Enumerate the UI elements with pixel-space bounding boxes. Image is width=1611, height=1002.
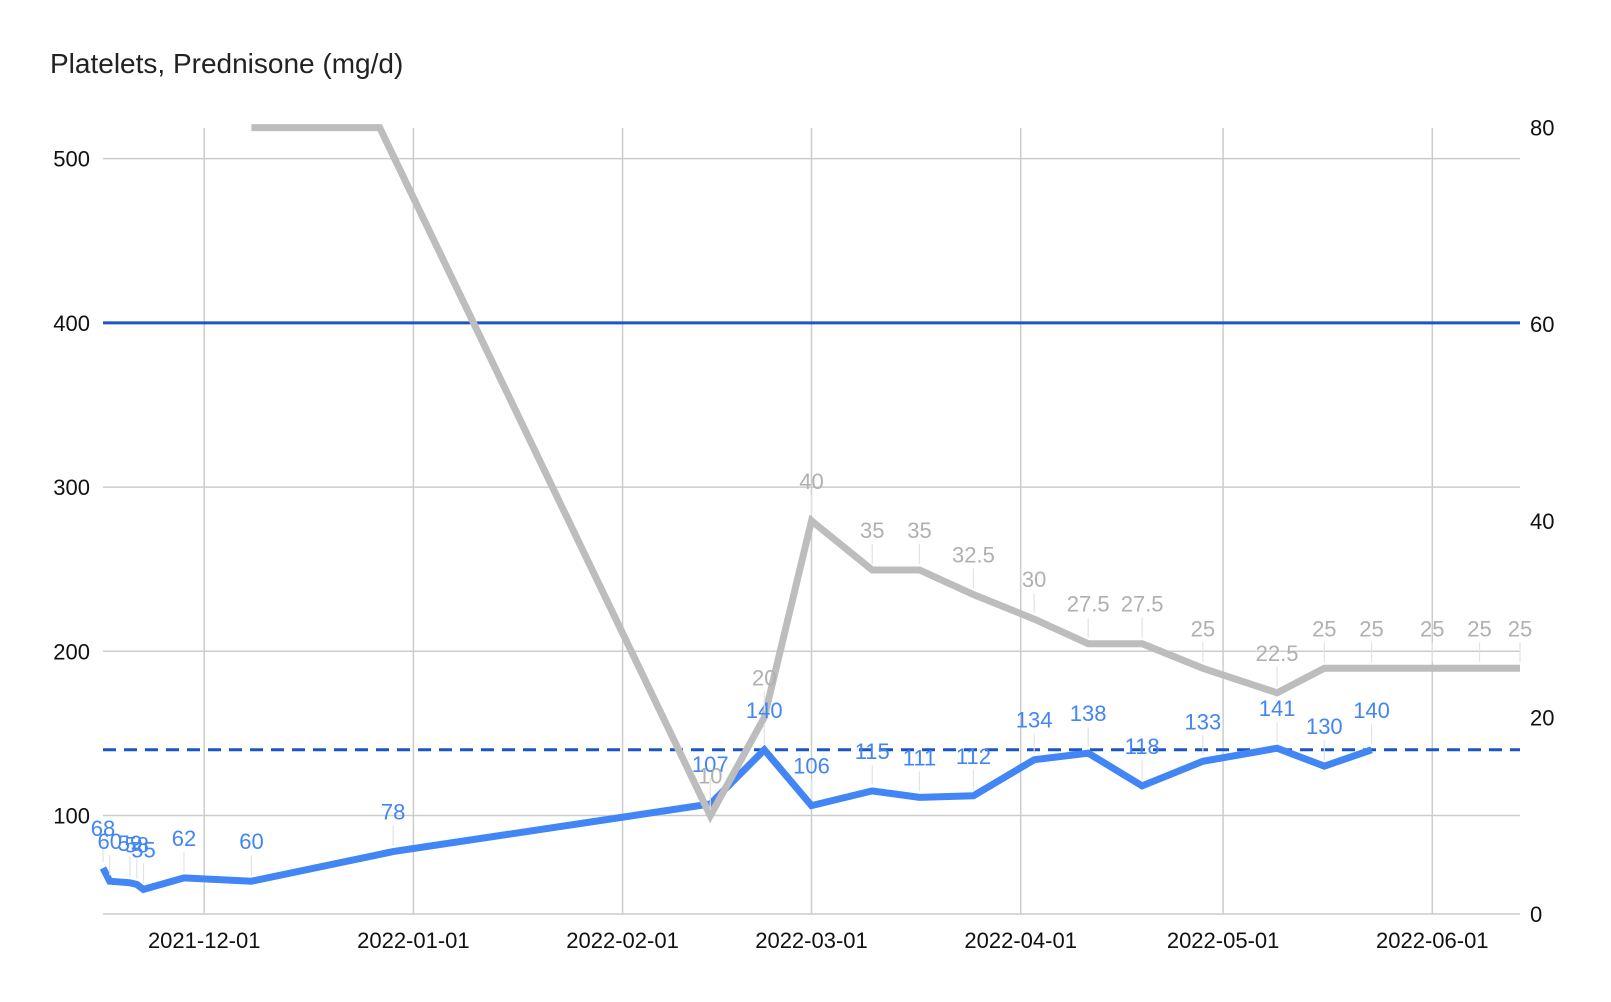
y-left-tick-label: 300	[53, 475, 90, 500]
y-left-tick-label: 200	[53, 639, 90, 664]
x-tick-label: 2022-02-01	[566, 928, 679, 953]
y-left-tick-label: 500	[53, 147, 90, 172]
y-left-tick-label: 100	[53, 803, 90, 828]
data-label-platelets: 60	[239, 829, 263, 854]
data-label-platelets: 59	[118, 831, 142, 856]
x-tick-label: 2022-06-01	[1376, 928, 1489, 953]
data-label-platelets: 106	[793, 754, 830, 779]
data-label-platelets: 60	[98, 829, 122, 854]
y-right-tick-label: 40	[1530, 509, 1554, 534]
data-label-prednisone: 25	[1191, 616, 1215, 641]
data-label-platelets: 62	[172, 826, 196, 851]
data-label-platelets: 55	[131, 837, 155, 862]
data-label-platelets: 78	[381, 800, 405, 825]
data-label-platelets: 138	[1070, 701, 1107, 726]
y-right-tick-label: 60	[1530, 312, 1554, 337]
data-label-prednisone: 27.5	[1121, 592, 1164, 617]
data-label-platelets: 58	[124, 832, 148, 857]
data-label-prednisone: 25	[1508, 616, 1532, 641]
grid-layer	[103, 128, 1520, 915]
x-tick-label: 2022-05-01	[1167, 928, 1280, 953]
data-label-prednisone: 35	[907, 518, 931, 543]
x-tick-label: 2021-12-01	[148, 928, 261, 953]
data-label-prednisone: 22.5	[1256, 641, 1299, 666]
y-right-tick-label: 80	[1530, 116, 1554, 141]
series-line-platelets	[99, 744, 1373, 894]
data-label-platelets: 68	[91, 816, 115, 841]
x-tick-label: 2022-04-01	[964, 928, 1077, 953]
data-label-platelets: 134	[1016, 708, 1053, 733]
data-label-platelets: 141	[1259, 696, 1296, 721]
data-label-platelets: 115	[855, 739, 890, 764]
data-label-platelets: 118	[1125, 734, 1160, 759]
data-label-prednisone: 30	[1022, 567, 1046, 592]
y-right-tick-label: 20	[1530, 705, 1554, 730]
data-label-prednisone: 25	[1359, 616, 1383, 641]
data-label-prednisone: 35	[860, 518, 884, 543]
data-label-prednisone: 10	[698, 764, 722, 789]
series-line-prednisone	[251, 124, 1520, 824]
data-label-platelets: 140	[1353, 698, 1390, 723]
data-label-platelets: 112	[956, 744, 991, 769]
axis-labels: 100 200 300 400 500 0 20 40 60 80 2021-12-01 2022-0…	[53, 116, 1554, 953]
data-label-prednisone: 40	[799, 469, 823, 494]
data-label-platelets: 133	[1185, 709, 1222, 734]
chart-title: Platelets, Prednisone (mg/d)	[50, 48, 404, 79]
data-label-platelets: 107	[692, 752, 729, 777]
series-layer	[99, 124, 1520, 894]
x-tick-label: 2022-03-01	[755, 928, 868, 953]
data-label-platelets: 111	[903, 745, 936, 770]
data-label-prednisone: 25	[1312, 616, 1336, 641]
y-left-tick-label: 400	[53, 311, 90, 336]
data-label-prednisone: 20	[752, 665, 776, 690]
data-label-platelets: 130	[1306, 714, 1343, 739]
data-label-prednisone: 25	[1420, 616, 1444, 641]
y-right-tick-label: 0	[1530, 902, 1542, 927]
data-label-prednisone: 25	[1467, 616, 1491, 641]
data-label-prednisone: 27.5	[1067, 592, 1110, 617]
x-tick-label: 2022-01-01	[357, 928, 470, 953]
data-label-prednisone: 32.5	[952, 543, 995, 568]
